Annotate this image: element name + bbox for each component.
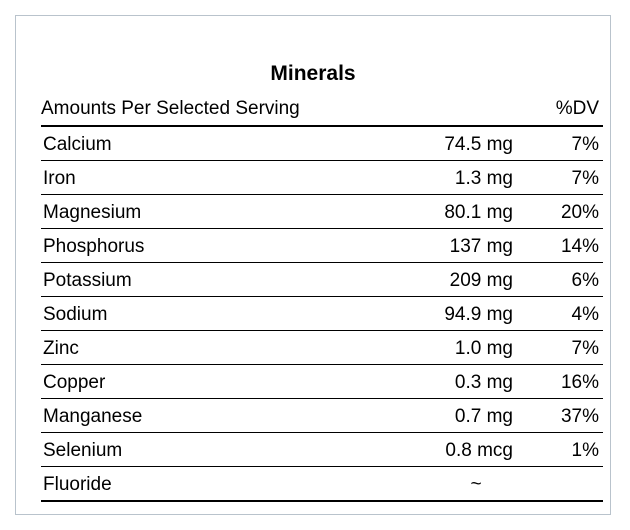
mineral-dv: 37% bbox=[560, 406, 599, 427]
mineral-name: Zinc bbox=[43, 338, 79, 359]
mineral-dv: 7% bbox=[571, 338, 599, 359]
mineral-name: Selenium bbox=[43, 440, 123, 461]
mineral-amount: 74.5 mg bbox=[444, 134, 513, 155]
mineral-dv: 7% bbox=[571, 134, 599, 155]
mineral-name: Phosphorus bbox=[43, 236, 145, 257]
table-row: Iron 1.3 mg 7% bbox=[41, 161, 603, 195]
mineral-amount: ~ bbox=[470, 474, 482, 495]
table-row: Potassium 209 mg 6% bbox=[41, 263, 603, 297]
mineral-name: Manganese bbox=[43, 406, 143, 427]
mineral-name: Iron bbox=[43, 168, 76, 189]
mineral-amount: 137 mg bbox=[449, 236, 513, 257]
table-row: Magnesium 80.1 mg 20% bbox=[41, 195, 603, 229]
minerals-table: Calcium 74.5 mg 7% Iron 1.3 mg 7% Magnes… bbox=[41, 125, 603, 502]
mineral-name: Copper bbox=[43, 372, 106, 393]
table-header: Amounts Per Selected Serving %DV bbox=[41, 97, 603, 125]
mineral-dv: 6% bbox=[571, 270, 599, 291]
mineral-amount: 0.8 mcg bbox=[445, 440, 513, 461]
minerals-panel: Minerals Amounts Per Selected Serving %D… bbox=[15, 15, 611, 515]
table-row: Calcium 74.5 mg 7% bbox=[41, 127, 603, 161]
mineral-name: Calcium bbox=[43, 134, 112, 155]
panel-title: Minerals bbox=[270, 62, 356, 85]
dv-header-label: %DV bbox=[555, 98, 599, 119]
table-row: Zinc 1.0 mg 7% bbox=[41, 331, 603, 365]
mineral-name: Fluoride bbox=[43, 474, 112, 495]
mineral-amount: 0.3 mg bbox=[454, 372, 513, 393]
mineral-amount: 1.0 mg bbox=[454, 338, 513, 359]
mineral-name: Potassium bbox=[43, 270, 132, 291]
table-row: Manganese 0.7 mg 37% bbox=[41, 399, 603, 433]
mineral-dv: 4% bbox=[571, 304, 599, 325]
table-row: Phosphorus 137 mg 14% bbox=[41, 229, 603, 263]
mineral-name: Magnesium bbox=[43, 202, 142, 223]
table-row: Copper 0.3 mg 16% bbox=[41, 365, 603, 399]
mineral-amount: 94.9 mg bbox=[444, 304, 513, 325]
mineral-amount: 80.1 mg bbox=[444, 202, 513, 223]
mineral-dv: 1% bbox=[571, 440, 599, 461]
mineral-dv: 20% bbox=[560, 202, 599, 223]
mineral-amount: 0.7 mg bbox=[454, 406, 513, 427]
mineral-dv: 7% bbox=[571, 168, 599, 189]
mineral-name: Sodium bbox=[43, 304, 108, 325]
mineral-dv: 16% bbox=[560, 372, 599, 393]
table-row: Fluoride ~ bbox=[41, 467, 603, 502]
amounts-header-label: Amounts Per Selected Serving bbox=[41, 98, 300, 119]
mineral-dv: 14% bbox=[560, 236, 599, 257]
table-row: Sodium 94.9 mg 4% bbox=[41, 297, 603, 331]
table-row: Selenium 0.8 mcg 1% bbox=[41, 433, 603, 467]
mineral-amount: 209 mg bbox=[449, 270, 513, 291]
mineral-amount: 1.3 mg bbox=[454, 168, 513, 189]
